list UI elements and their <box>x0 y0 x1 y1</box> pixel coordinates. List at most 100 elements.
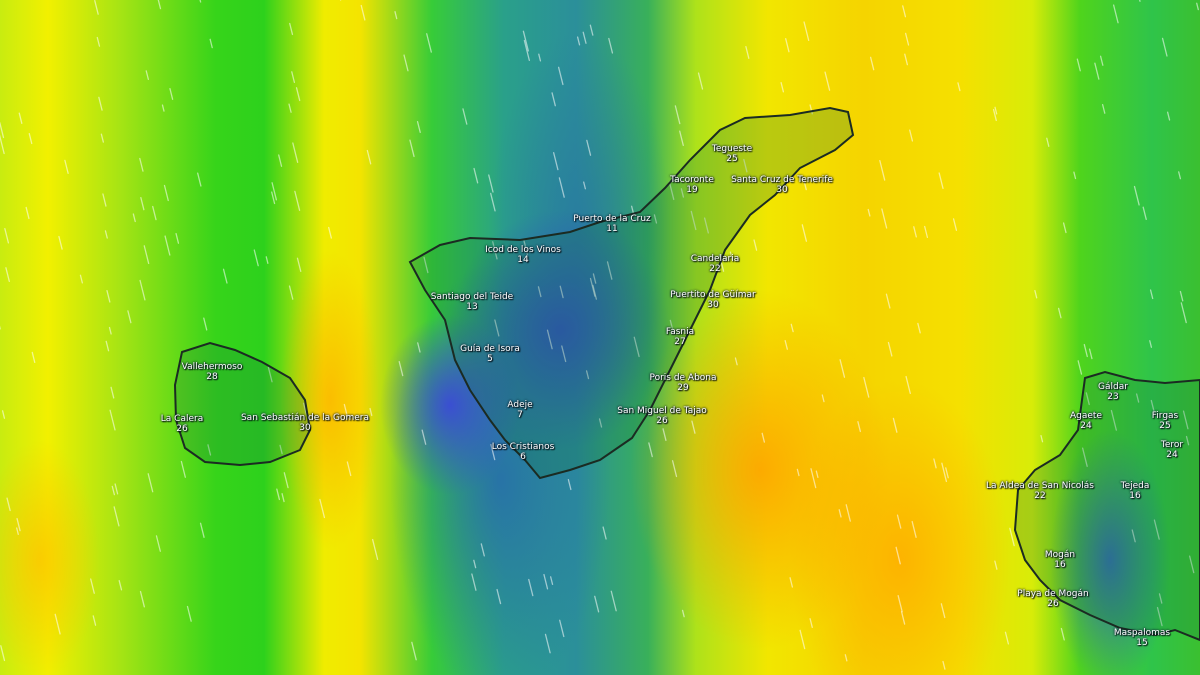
wind-streak <box>110 386 115 399</box>
wind-streak <box>411 641 417 661</box>
location-label[interactable]: Los Cristianos 6 <box>492 442 555 462</box>
wind-streak <box>537 286 542 298</box>
wind-streak <box>550 576 554 585</box>
location-label[interactable]: Poris de Abona 29 <box>649 373 716 393</box>
wind-streak <box>1158 593 1163 604</box>
wind-streak <box>994 106 998 115</box>
wind-streak <box>1046 137 1050 147</box>
wind-streak <box>16 527 19 535</box>
location-label[interactable]: Firgas 25 <box>1152 411 1178 431</box>
location-label[interactable]: Puertito de Güímar 30 <box>670 290 755 310</box>
wind-speed-value: 29 <box>677 383 689 393</box>
wind-streak <box>157 0 162 10</box>
wind-streak <box>1110 409 1117 431</box>
wind-streak <box>523 39 530 62</box>
wind-streak <box>544 633 551 654</box>
wind-streak <box>147 473 154 493</box>
wind-streak <box>209 38 213 49</box>
wind-streak <box>994 560 998 570</box>
wind-streak <box>543 573 549 590</box>
location-label[interactable]: Teror 24 <box>1161 440 1183 460</box>
location-label[interactable]: Icod de los Vinos 14 <box>485 245 561 265</box>
wind-streak <box>940 603 946 619</box>
wind-streak <box>1062 222 1067 234</box>
location-label[interactable]: Candelaria 22 <box>691 254 740 274</box>
wind-streak <box>79 274 83 284</box>
wind-streak <box>423 256 429 274</box>
wind-streak <box>283 472 289 489</box>
location-name: Tacoronte <box>670 175 714 185</box>
wind-streak <box>669 319 674 330</box>
wind-streak <box>104 230 108 239</box>
wind-streak <box>909 129 914 142</box>
location-label[interactable]: Mogán 16 <box>1045 550 1075 570</box>
location-label[interactable]: Tegueste 25 <box>712 144 752 164</box>
wind-streak <box>799 629 806 650</box>
wind-streak <box>867 208 871 217</box>
wind-streak <box>180 460 186 478</box>
wind-streak <box>1077 360 1083 375</box>
location-label[interactable]: Playa de Mogán 26 <box>1017 589 1088 609</box>
location-label[interactable]: Agaete 24 <box>1070 411 1102 431</box>
wind-streak <box>945 467 949 479</box>
wind-streak <box>64 159 69 174</box>
wind-streak <box>114 483 119 495</box>
wind-streak <box>734 357 738 366</box>
location-name: San Sebastián de la Gomera <box>240 413 370 423</box>
wind-streak <box>403 54 409 72</box>
wind-streak <box>1182 410 1189 430</box>
location-label[interactable]: Fasnia 27 <box>666 327 694 347</box>
wind-streak <box>824 71 831 91</box>
location-label[interactable]: La Aldea de San Nicolás 22 <box>986 481 1094 501</box>
location-label[interactable]: Maspalomas 15 <box>1114 628 1170 648</box>
location-label[interactable]: San Sebastián de la Gomera 30 <box>241 413 369 433</box>
location-label[interactable]: San Miguel de Tajao 26 <box>617 406 707 426</box>
location-label[interactable]: Tejeda 16 <box>1121 481 1150 501</box>
wind-streak <box>109 409 116 431</box>
wind-streak <box>631 205 634 214</box>
location-name: Maspalomas <box>1113 628 1171 638</box>
wind-streak <box>145 70 150 81</box>
wind-streak <box>302 402 308 416</box>
wind-streak <box>897 595 903 613</box>
wind-streak <box>16 518 21 532</box>
island-tenerife <box>408 106 855 480</box>
location-label[interactable]: Puerto de la Cruz 11 <box>573 214 651 234</box>
location-label[interactable]: Guía de Isora 5 <box>460 344 520 364</box>
wind-streak <box>96 36 101 47</box>
wind-streak <box>784 339 788 350</box>
wind-streak <box>662 428 667 441</box>
location-label[interactable]: Tacoronte 19 <box>670 175 714 195</box>
wind-streak <box>343 403 349 419</box>
wind-speed-value: 16 <box>1054 560 1066 570</box>
wind-streak <box>952 218 958 231</box>
wind-streak <box>522 30 529 52</box>
wind-streak <box>796 468 800 477</box>
wind-speed-value: 26 <box>176 424 188 434</box>
location-label[interactable]: La Calera 26 <box>161 414 203 434</box>
wind-streak <box>753 239 758 251</box>
location-label[interactable]: Santa Cruz de Tenerife 30 <box>731 175 833 195</box>
wind-streak <box>58 235 63 250</box>
location-label[interactable]: Adeje 7 <box>507 400 532 420</box>
location-name: Fasnia <box>665 327 695 337</box>
wind-streak <box>1180 302 1187 324</box>
location-name: Poris de Abona <box>649 373 717 383</box>
wind-streak <box>175 233 180 244</box>
wind-streak <box>821 394 825 403</box>
wind-streak <box>671 460 678 478</box>
location-label[interactable]: Santiago del Teide 13 <box>431 292 513 312</box>
wind-streak <box>904 32 910 46</box>
wind-speed-value: 19 <box>686 185 698 195</box>
wind-streak <box>271 182 278 201</box>
location-label[interactable]: Gáldar 23 <box>1098 382 1128 402</box>
location-label[interactable]: Vallehermoso 28 <box>182 362 243 382</box>
wind-speed-value: 30 <box>299 423 311 433</box>
wind-streak <box>1196 2 1199 11</box>
wind-streak <box>1094 62 1100 80</box>
wind-streak <box>1009 527 1015 547</box>
wind-streak <box>0 645 6 662</box>
wind-streak <box>25 206 30 220</box>
wind-speed-value: 6 <box>520 452 526 462</box>
